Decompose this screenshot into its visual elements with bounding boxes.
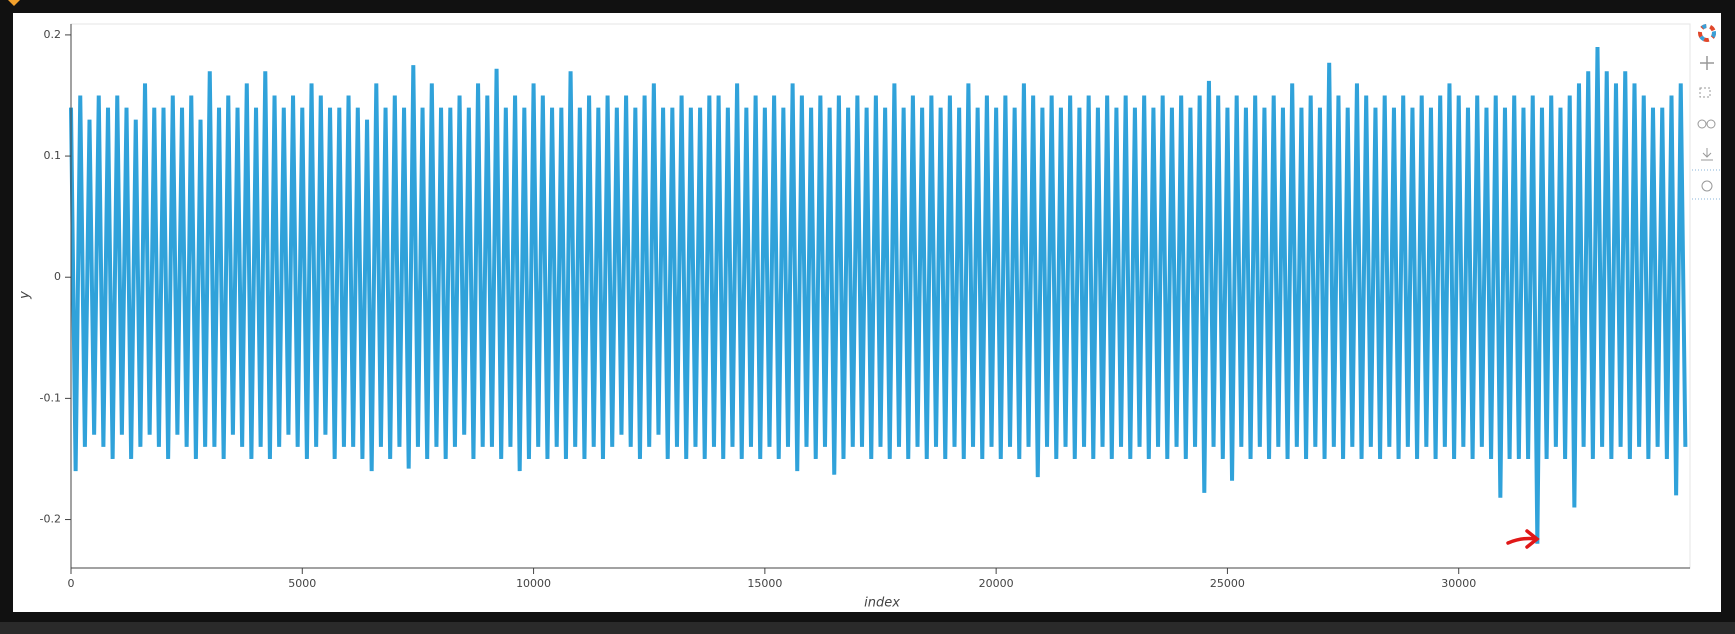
toolbar (1692, 24, 1721, 200)
y-tick-label: 0 (54, 270, 61, 283)
wheel-zoom-tool-b (1706, 119, 1716, 129)
y-tick-label: -0.2 (40, 513, 61, 526)
wheel-zoom-tool[interactable] (1697, 119, 1707, 129)
annotation-arrow (1506, 529, 1540, 549)
x-tick-label: 0 (68, 577, 75, 590)
y-tick-label: -0.1 (40, 391, 61, 404)
x-tick-label: 25000 (1210, 577, 1245, 590)
x-tick-label: 15000 (747, 577, 782, 590)
x-tick-label: 10000 (516, 577, 551, 590)
plot-area (69, 46, 1688, 544)
x-tick-label: 5000 (288, 577, 316, 590)
x-tick-label: 20000 (979, 577, 1014, 590)
y-tick-label: 0.1 (44, 149, 62, 162)
bottom-bar (0, 622, 1735, 634)
y-axis-title: y (18, 291, 33, 300)
bokeh-logo-accent (1698, 24, 1716, 42)
corner-marker (8, 0, 20, 6)
pan-tool[interactable] (1700, 56, 1714, 70)
x-axis-title: index (864, 596, 900, 611)
x-tick-label: 30000 (1441, 577, 1476, 590)
box-zoom-tool[interactable] (1699, 87, 1711, 98)
reset-tool[interactable] (1701, 180, 1713, 192)
y-tick-label: 0.2 (44, 28, 62, 41)
save-tool[interactable] (1701, 148, 1713, 161)
signal-line (69, 46, 1688, 544)
